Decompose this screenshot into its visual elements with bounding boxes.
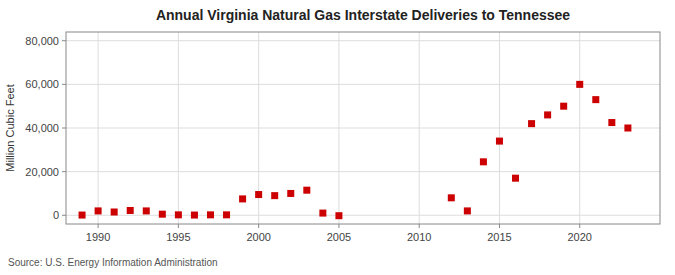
- point: [207, 211, 214, 218]
- grid-line: [178, 32, 179, 224]
- tick-label: 20,000: [25, 166, 59, 178]
- tick: [62, 171, 66, 172]
- point: [303, 187, 310, 194]
- point: [287, 190, 294, 197]
- point: [143, 207, 150, 214]
- grid-line: [66, 40, 660, 41]
- title: Annual Virginia Natural Gas Interstate D…: [156, 7, 570, 23]
- source: Source: U.S. Energy Information Administ…: [8, 257, 218, 268]
- point: [319, 210, 326, 217]
- points: [79, 81, 632, 219]
- tick: [62, 40, 66, 41]
- tick-label: 2020: [567, 231, 591, 243]
- axes: 0 20,000 40,000 60,000 80,000 1990 1995 2000 200…: [25, 35, 592, 243]
- grid-line: [579, 32, 580, 224]
- grid-line: [499, 32, 500, 224]
- point: [191, 212, 198, 219]
- tick-label: 1995: [166, 231, 190, 243]
- point: [528, 120, 535, 127]
- point: [223, 211, 230, 218]
- point: [79, 212, 86, 219]
- point: [624, 125, 631, 132]
- point: [464, 207, 471, 214]
- point: [127, 207, 134, 214]
- point: [448, 194, 455, 201]
- point: [271, 192, 278, 199]
- point: [175, 211, 182, 218]
- grid-line: [98, 32, 99, 224]
- point: [255, 191, 262, 198]
- tick: [62, 128, 66, 129]
- tick: [338, 224, 339, 228]
- plot-frame: [66, 32, 660, 224]
- tick: [98, 224, 99, 228]
- tick-label: 2015: [487, 231, 511, 243]
- point: [95, 207, 102, 214]
- tick-label: 1990: [86, 231, 110, 243]
- point: [159, 211, 166, 218]
- grid-line: [66, 215, 660, 216]
- tick-label: 2005: [327, 231, 351, 243]
- point: [496, 138, 503, 145]
- point: [512, 175, 519, 182]
- point: [592, 96, 599, 103]
- grid-line: [66, 84, 660, 85]
- grid-line: [66, 171, 660, 172]
- tick-label: 60,000: [25, 78, 59, 90]
- tick-label: 40,000: [25, 122, 59, 134]
- point: [544, 111, 551, 118]
- point: [111, 209, 118, 216]
- tick: [579, 224, 580, 228]
- tick: [258, 224, 259, 228]
- grid-line: [66, 128, 660, 129]
- tick-label: 2010: [407, 231, 431, 243]
- point: [239, 195, 246, 202]
- axis-label: Million Cubic Feet: [4, 84, 16, 171]
- point: [335, 212, 342, 219]
- point: [480, 158, 487, 165]
- tick: [419, 224, 420, 228]
- grid: [66, 32, 660, 224]
- tick-label: 2000: [246, 231, 270, 243]
- tick: [62, 215, 66, 216]
- grid-line: [338, 32, 339, 224]
- tick: [499, 224, 500, 228]
- grid-line: [419, 32, 420, 224]
- point: [560, 103, 567, 110]
- point: [576, 81, 583, 88]
- chart: 0 20,000 40,000 60,000 80,000 1990 1995 2000 200…: [0, 0, 675, 275]
- point: [608, 119, 615, 126]
- tick: [178, 224, 179, 228]
- tick: [62, 84, 66, 85]
- tick-label: 0: [53, 209, 59, 221]
- tick-label: 80,000: [25, 35, 59, 47]
